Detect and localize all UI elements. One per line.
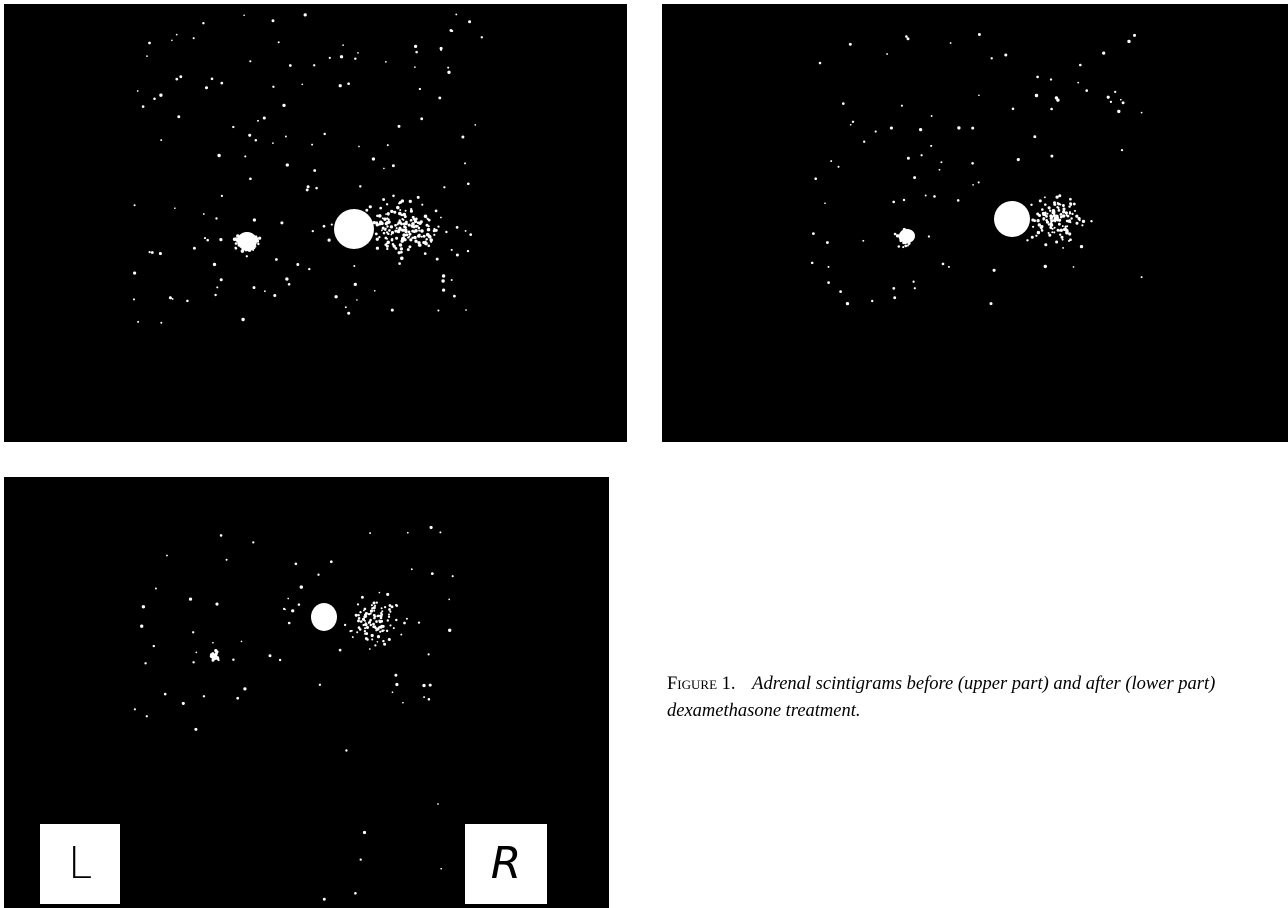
scintigram-before-panel-2 (662, 4, 1288, 442)
caption-text: Adrenal scintigrams before (upper part) … (667, 674, 1216, 721)
scintigram-image (133, 525, 454, 901)
caption-label: Figure (667, 674, 718, 694)
scintigram-image (810, 33, 1143, 306)
scintigram-before-panel-1 (4, 4, 627, 442)
scintigram-image (132, 13, 483, 324)
right-side-marker: R (465, 824, 547, 904)
caption-number: 1. (721, 674, 736, 694)
scintigram-after-panel: L R (4, 477, 609, 908)
figure-caption: Figure 1. Adrenal scintigrams before (up… (667, 671, 1288, 725)
left-side-marker: L (40, 824, 120, 904)
